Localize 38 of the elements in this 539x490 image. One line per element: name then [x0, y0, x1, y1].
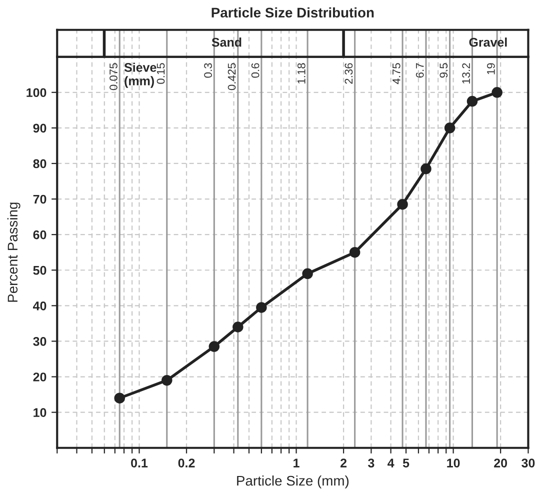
annotation: Sieve (mm): [124, 62, 156, 88]
ref-line-label: 2.36: [344, 63, 353, 84]
ref-line-label: 6.7: [416, 63, 424, 78]
ref-line-label: 1.18: [297, 63, 306, 84]
y-tick-label: 30: [33, 337, 46, 346]
ref-line-label: 13.2: [462, 63, 470, 84]
x-tick-label: 0.2: [178, 458, 195, 468]
y-tick-label: 50: [33, 266, 46, 275]
y-tick-label: 70: [33, 194, 46, 204]
x-tick-label: 5: [402, 458, 410, 468]
ref-line-label: 0.425: [228, 63, 236, 90]
x-tick-label: 20: [494, 458, 508, 468]
y-tick-label: 60: [33, 230, 46, 240]
ref-line-label: 19: [487, 63, 495, 74]
text: Sand: [212, 38, 242, 47]
x-tick-label: 3: [368, 458, 374, 468]
y-axis-title: Percent Passing: [7, 202, 20, 302]
y-tick-label: 100: [26, 88, 46, 98]
y-tick-label: 20: [33, 372, 46, 382]
ref-line-label: 0.15: [156, 63, 165, 84]
x-tick-label: 30: [522, 458, 535, 468]
y-tick-label: 90: [33, 124, 46, 133]
text: Gravel: [469, 38, 507, 47]
y-tick-label: 40: [33, 301, 46, 310]
x-tick-label: 10: [447, 458, 460, 468]
x-tick-label: 4: [388, 458, 394, 468]
x-tick-label: 2: [340, 458, 347, 468]
ref-line-label: 0.075: [110, 63, 118, 90]
chart-title: Particle Size Distribution: [212, 7, 374, 18]
x-axis-title: Particle Size (mm): [237, 475, 349, 488]
y-tick-label: 80: [33, 159, 46, 168]
y-tick-label: 10: [34, 408, 46, 417]
ref-line-label: 4.75: [392, 63, 400, 84]
ref-line-label: 0.6: [251, 63, 260, 78]
ref-line-label: 9.5: [440, 63, 448, 78]
x-tick-label: 1: [294, 458, 300, 468]
ref-line-label: 0.3: [204, 63, 212, 78]
x-tick-label: 0.1: [131, 458, 148, 468]
